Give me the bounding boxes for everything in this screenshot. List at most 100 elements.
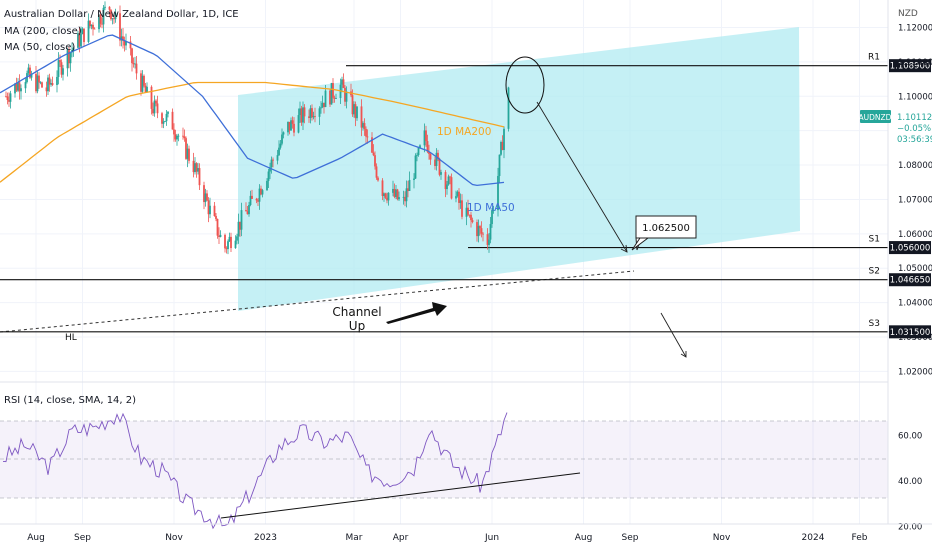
ma50-label: 1D MA50 (467, 202, 515, 214)
level-price-s2: 1.046650 (890, 276, 931, 286)
current-price-box[interactable]: AUDNZD 1.101120 −0.05% 03:56:39 (859, 110, 932, 150)
candle-body (182, 135, 184, 137)
candle-body (125, 41, 127, 46)
target-circle[interactable] (505, 56, 545, 114)
candle-body (293, 123, 295, 133)
candle-body (444, 172, 447, 190)
hl-label: HL (65, 333, 77, 343)
s3-arrowhead (680, 351, 687, 358)
candle-body (108, 6, 111, 10)
candle-body (6, 96, 9, 100)
candle-body (323, 102, 325, 108)
candle-body (446, 184, 448, 190)
candle-body (150, 86, 153, 109)
candle-body (216, 218, 219, 236)
candle-body (461, 200, 463, 217)
time-tick: Aug (27, 533, 45, 543)
candle-body (290, 120, 292, 131)
time-tick: Jun (484, 533, 499, 543)
level-name-r1: R1 (868, 53, 880, 63)
rsi-trendline[interactable] (220, 472, 581, 519)
candle-body (393, 188, 396, 197)
candle-body (488, 239, 490, 245)
candle-body (447, 176, 450, 185)
candle-body (416, 154, 418, 156)
candle-body (402, 196, 405, 198)
candle-body (392, 188, 394, 193)
candle-body (489, 224, 492, 240)
candle-body (57, 60, 60, 77)
candle-body (450, 177, 453, 199)
candle-body (398, 197, 400, 200)
candle-body (192, 160, 195, 173)
level-price-r1: 1.108900 (890, 62, 931, 72)
ascending-channel[interactable] (238, 27, 800, 311)
candle-body (318, 108, 321, 117)
candle-body (449, 176, 451, 178)
price-tick: 1.070000 (898, 195, 932, 205)
candle-body (260, 188, 262, 195)
candle-body (291, 120, 294, 124)
candle-body (266, 180, 268, 191)
candle-body (104, 6, 106, 8)
candle-body (300, 108, 303, 123)
candle-body (362, 123, 364, 128)
candle-body (66, 50, 69, 69)
candle-body (363, 123, 366, 129)
candle-body (87, 20, 90, 43)
candle-body (99, 14, 102, 24)
candle-body (258, 188, 261, 202)
candle-body (119, 13, 121, 41)
candle-body (236, 236, 238, 241)
price-tick: 1.100000 (898, 92, 932, 102)
candle-body (279, 143, 282, 148)
candle-body (161, 113, 163, 124)
candle-body (129, 41, 132, 49)
price-tick: 1.030000 (898, 333, 932, 343)
candle-body (371, 137, 373, 153)
candle-body (131, 48, 133, 64)
candle-body (356, 106, 358, 119)
target-callout[interactable]: 1.062500 (631, 215, 697, 251)
candle-body (18, 82, 21, 92)
candle-body (503, 128, 505, 151)
candle-body (476, 222, 478, 237)
candle-body (353, 104, 355, 115)
candle-body (56, 76, 58, 86)
higher-low-trendline[interactable] (0, 270, 635, 333)
candle-body (224, 234, 226, 249)
time-tick: Mar (346, 533, 363, 543)
candle-body (144, 85, 147, 93)
candle-body (345, 91, 348, 102)
candle-body (302, 107, 304, 123)
candle-body (407, 188, 409, 192)
rsi-tick: 40.00 (898, 477, 922, 487)
candle-body (492, 210, 495, 211)
candle-body (92, 24, 94, 29)
candle-body (30, 73, 33, 78)
candle-body (198, 168, 201, 186)
candle-body (29, 67, 31, 78)
level-price-box (889, 59, 931, 73)
candle-body (281, 134, 283, 144)
candle-body (471, 220, 474, 223)
level-price-box (889, 273, 931, 287)
candle-body (482, 233, 484, 235)
candle-body (162, 121, 165, 124)
candle-body (426, 141, 429, 152)
candle-body (314, 116, 316, 117)
candle-body (195, 163, 198, 172)
candle-body (164, 121, 166, 122)
level-price-box (889, 325, 931, 339)
rsi-band (0, 421, 888, 498)
candle-body (299, 108, 301, 116)
candle-body (477, 226, 480, 237)
candle-body (50, 83, 52, 85)
candle-body (207, 200, 210, 215)
candle-body (491, 210, 493, 225)
candle-body (240, 210, 243, 230)
candle-body (15, 83, 18, 91)
level-name-s3: S3 (869, 319, 880, 329)
candle-body (132, 63, 135, 65)
